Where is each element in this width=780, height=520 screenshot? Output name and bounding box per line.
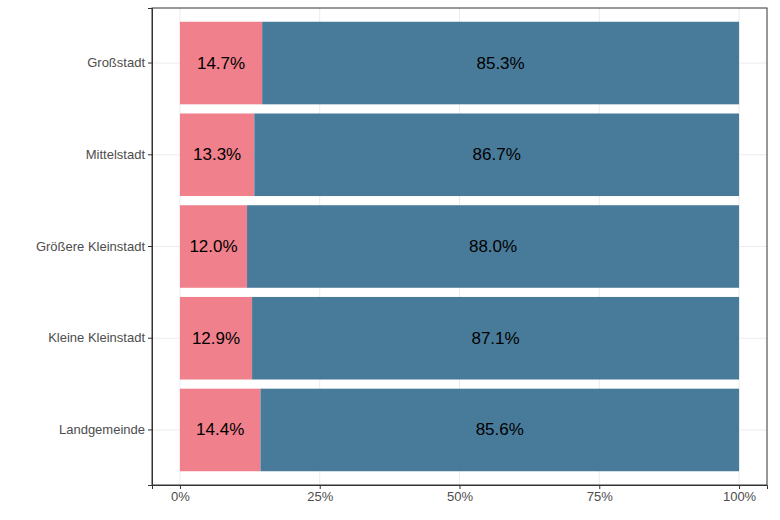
data-label: 14.7% — [197, 54, 245, 73]
data-label: 12.9% — [192, 329, 240, 348]
tick: Mittelstadt — [86, 147, 152, 162]
tick-label: 50% — [447, 489, 473, 504]
data-label: 85.3% — [476, 54, 524, 73]
bar — [252, 297, 739, 380]
bar — [254, 113, 739, 196]
bar — [260, 389, 739, 472]
grid — [152, 8, 767, 485]
tick-label: 25% — [307, 489, 333, 504]
tick-label: Kleine Kleinstadt — [48, 330, 145, 345]
data-label: 87.1% — [471, 329, 519, 348]
tick-label: Großstadt — [87, 55, 145, 70]
bars — [180, 22, 739, 471]
x-axis: 0% 25% 50% 75% 100% — [153, 485, 768, 504]
tick: 0% — [171, 485, 190, 504]
tick: Kleine Kleinstadt — [48, 330, 152, 345]
tick-label: 0% — [171, 489, 190, 504]
tick: Großstadt — [87, 55, 152, 70]
bar — [180, 297, 252, 380]
data-label: 86.7% — [473, 145, 521, 164]
data-label: 12.0% — [189, 237, 237, 256]
panel — [152, 8, 767, 485]
data-label: 14.4% — [196, 420, 244, 439]
tick: 50% — [447, 485, 473, 504]
tick: 100% — [723, 485, 757, 504]
chart: 14.7% 13.3% 12.0% 12.9% 14.4% 85.3% 86.7% 88.0%… — [0, 0, 780, 520]
tick: Größere Kleinstadt — [36, 239, 152, 254]
tick-label: Größere Kleinstadt — [36, 239, 145, 254]
plot: 14.7% 13.3% 12.0% 12.9% 14.4% 85.3% 86.7% 88.0%… — [36, 8, 768, 504]
data-label: 13.3% — [193, 145, 241, 164]
tick-label: Mittelstadt — [86, 147, 146, 162]
panel-border — [152, 8, 767, 485]
data-label: 88.0% — [469, 237, 517, 256]
tick-mark — [148, 246, 152, 247]
axis-line — [148, 9, 153, 486]
tick: 25% — [307, 485, 333, 504]
tick: Landgemeinde — [59, 422, 152, 437]
y-axis: Großstadt Mittelstadt Größere Kleinstadt Kl… — [36, 9, 153, 486]
tick-label: Landgemeinde — [59, 422, 145, 437]
tick-mark — [148, 63, 152, 64]
bar — [180, 113, 254, 196]
bar — [262, 22, 739, 105]
tick-mark — [148, 338, 152, 339]
tick-label: 75% — [587, 489, 613, 504]
tick-label: 100% — [723, 489, 757, 504]
bar — [180, 389, 261, 472]
bar — [180, 205, 247, 288]
tick: 75% — [587, 485, 613, 504]
data-label: 85.6% — [476, 420, 524, 439]
tick-mark — [148, 429, 152, 430]
data-labels: 14.7% 13.3% 12.0% 12.9% 14.4% 85.3% 86.7% 88.0%… — [189, 54, 524, 440]
bar — [180, 22, 262, 105]
bar — [247, 205, 739, 288]
tick-mark — [148, 154, 152, 155]
